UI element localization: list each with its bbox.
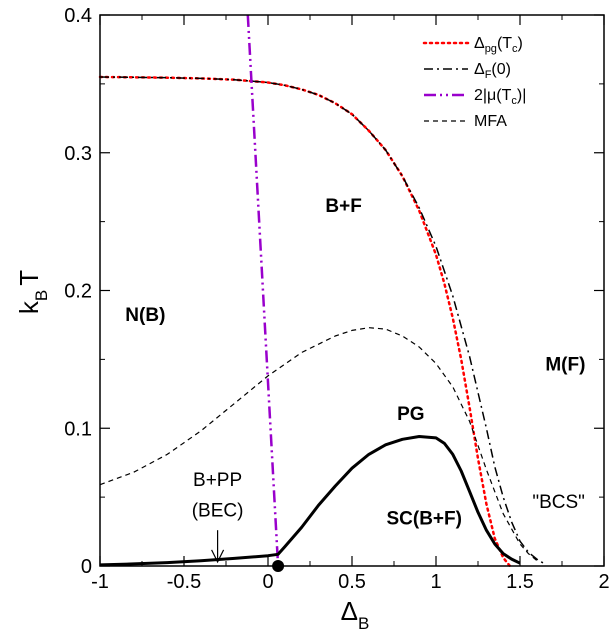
axis-labels: ΔB kBT: [14, 270, 369, 633]
legend: Δpg(Tc) ΔF(0) 2|μ(Tc)| MFA: [422, 35, 526, 130]
x-tick-label: -1: [91, 571, 109, 593]
annotation-bcs: "BCS": [532, 492, 585, 513]
y-tick-label: 0.3: [64, 143, 92, 165]
series-curves: [98, 14, 544, 572]
x-tick-label: 0: [262, 571, 273, 593]
y-tick-label: 0: [81, 556, 92, 578]
y-tick-label: 0.1: [64, 418, 92, 440]
plot-frame: [99, 14, 605, 567]
y-axis-label: kBT: [14, 270, 51, 314]
legend-label: MFA: [474, 113, 507, 130]
legend-label: Δpg(Tc): [474, 35, 523, 55]
series-line-sc-boundary: [99, 435, 521, 567]
annotation-bec: (BEC): [192, 500, 244, 521]
x-tick-label: 1: [430, 571, 441, 593]
axis-ticks: [99, 14, 605, 567]
x-tick-label: 0.5: [338, 571, 366, 593]
annotation-bpp: B+PP: [193, 470, 242, 491]
x-tick-label: 2: [598, 571, 609, 593]
annotation-b_f: B+F: [325, 196, 361, 217]
annotation-sc: SC(B+F): [386, 509, 461, 530]
legend-label: ΔF(0): [474, 61, 511, 81]
y-tick-label: 0.4: [64, 5, 92, 27]
annotation-pg: PG: [397, 404, 424, 425]
x-tick-label: -0.5: [167, 571, 201, 593]
annotation-arrow-head: [211, 549, 225, 564]
series-line-f-0: [99, 76, 544, 564]
tick-labels: -1 -0.5 0 0.5 1 1.5 2 0 0.1 0.2 0.3 0.4: [64, 5, 609, 593]
y-tick-label: 0.2: [64, 281, 92, 303]
series-line-2-tc: [246, 14, 280, 567]
annotations: N(B) B+F M(F) PG SC(B+F) "BCS" B+PP (BEC): [125, 196, 585, 564]
x-tick-label: 1.5: [506, 571, 534, 593]
x-axis-label: ΔB: [341, 596, 370, 633]
legend-label: 2|μ(Tc)|: [474, 87, 526, 107]
series-line-mfa: [99, 327, 538, 561]
annotation-n_b: N(B): [125, 305, 165, 326]
annotation-m_f: M(F): [545, 354, 585, 375]
